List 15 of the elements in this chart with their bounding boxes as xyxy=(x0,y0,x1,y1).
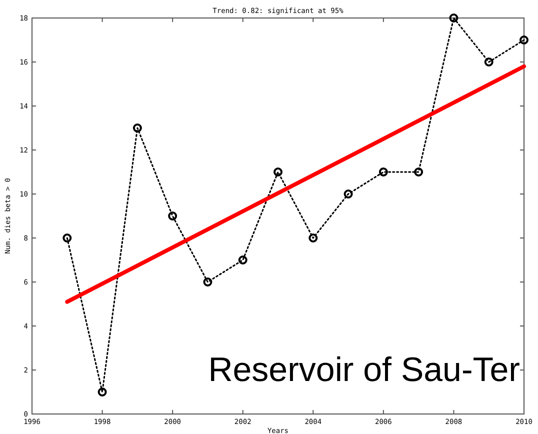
point xyxy=(132,124,142,132)
point xyxy=(414,168,424,176)
point xyxy=(62,234,72,242)
point xyxy=(238,256,248,264)
annotation: Reservoir of Sau-Ter xyxy=(208,351,520,389)
point xyxy=(203,278,212,286)
point xyxy=(98,388,107,396)
point xyxy=(308,234,318,242)
point xyxy=(344,190,353,198)
point xyxy=(274,168,282,176)
point xyxy=(484,58,494,66)
point xyxy=(520,36,528,44)
point xyxy=(168,212,178,220)
point xyxy=(449,14,458,22)
point xyxy=(378,168,388,176)
